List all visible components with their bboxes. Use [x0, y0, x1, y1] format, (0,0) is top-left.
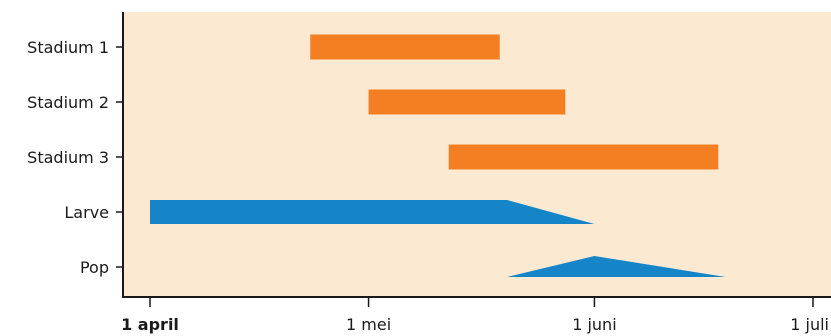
y-tick-label-larve: Larve	[64, 203, 109, 222]
bar-stadium-3	[448, 144, 719, 170]
x-ticks-layer: 1 april 1 mei 1 juni 1 juli	[121, 297, 829, 334]
y-tick-label-stadium-2: Stadium 2	[27, 93, 109, 112]
x-tick-label-1-april: 1 april	[121, 315, 179, 334]
bars-layer	[310, 34, 719, 170]
y-tick-label-stadium-1: Stadium 1	[27, 38, 109, 57]
bar-stadium-2	[368, 89, 566, 115]
y-ticks-layer: Stadium 1 Stadium 2 Stadium 3 Larve Pop	[27, 38, 123, 277]
y-tick-label-pop: Pop	[80, 258, 109, 277]
x-tick-label-1-juli: 1 juli	[790, 315, 829, 334]
range-pop	[507, 256, 726, 277]
bar-stadium-1	[310, 34, 500, 60]
range-larve	[150, 200, 595, 224]
y-tick-label-stadium-3: Stadium 3	[27, 148, 109, 167]
x-tick-label-1-mei: 1 mei	[346, 315, 391, 334]
x-tick-label-1-juni: 1 juni	[572, 315, 616, 334]
ranges-layer	[150, 200, 726, 277]
